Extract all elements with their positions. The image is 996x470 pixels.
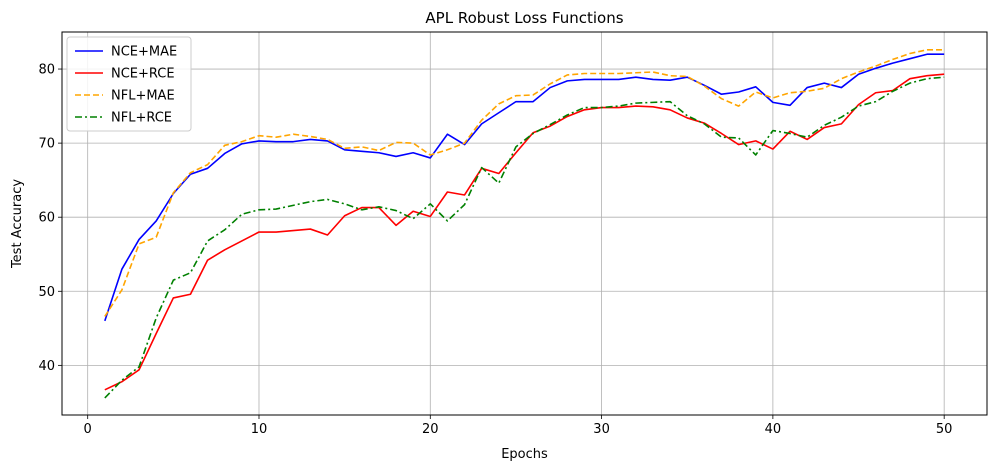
legend-label: NFL+RCE bbox=[111, 111, 172, 126]
x-tick-label: 40 bbox=[765, 422, 782, 437]
series-line-nfl-rce bbox=[104, 76, 945, 399]
ticks: 0 10 20 30 40 50 40 50 60 70 80 bbox=[38, 63, 952, 437]
x-axis-label: Epochs bbox=[501, 447, 548, 462]
series-line-nfl-mae bbox=[104, 48, 945, 317]
x-tick-label: 0 bbox=[84, 422, 92, 437]
chart-title: APL Robust Loss Functions bbox=[425, 9, 623, 27]
x-tick-label: 50 bbox=[936, 422, 953, 437]
legend-label: NCE+RCE bbox=[111, 67, 175, 82]
y-axis-label: Test Accuracy bbox=[10, 179, 25, 269]
legend-box bbox=[66, 36, 192, 132]
y-tick-label: 80 bbox=[38, 63, 55, 78]
series-line-nce-rce bbox=[104, 73, 945, 391]
series-layer bbox=[104, 48, 945, 399]
x-tick-label: 20 bbox=[422, 422, 439, 437]
y-tick-label: 50 bbox=[38, 285, 55, 300]
y-tick-label: 70 bbox=[38, 137, 55, 152]
legend: NCE+MAE NCE+RCE NFL+MAE NFL+RCE bbox=[66, 36, 192, 132]
plot-frame bbox=[61, 31, 988, 416]
series-line-nce-mae bbox=[104, 53, 945, 322]
legend-label: NCE+MAE bbox=[111, 45, 177, 60]
y-tick-label: 60 bbox=[38, 211, 55, 226]
y-tick-label: 40 bbox=[38, 359, 55, 374]
x-tick-label: 10 bbox=[251, 422, 268, 437]
legend-label: NFL+MAE bbox=[111, 89, 175, 104]
x-tick-label: 30 bbox=[593, 422, 610, 437]
